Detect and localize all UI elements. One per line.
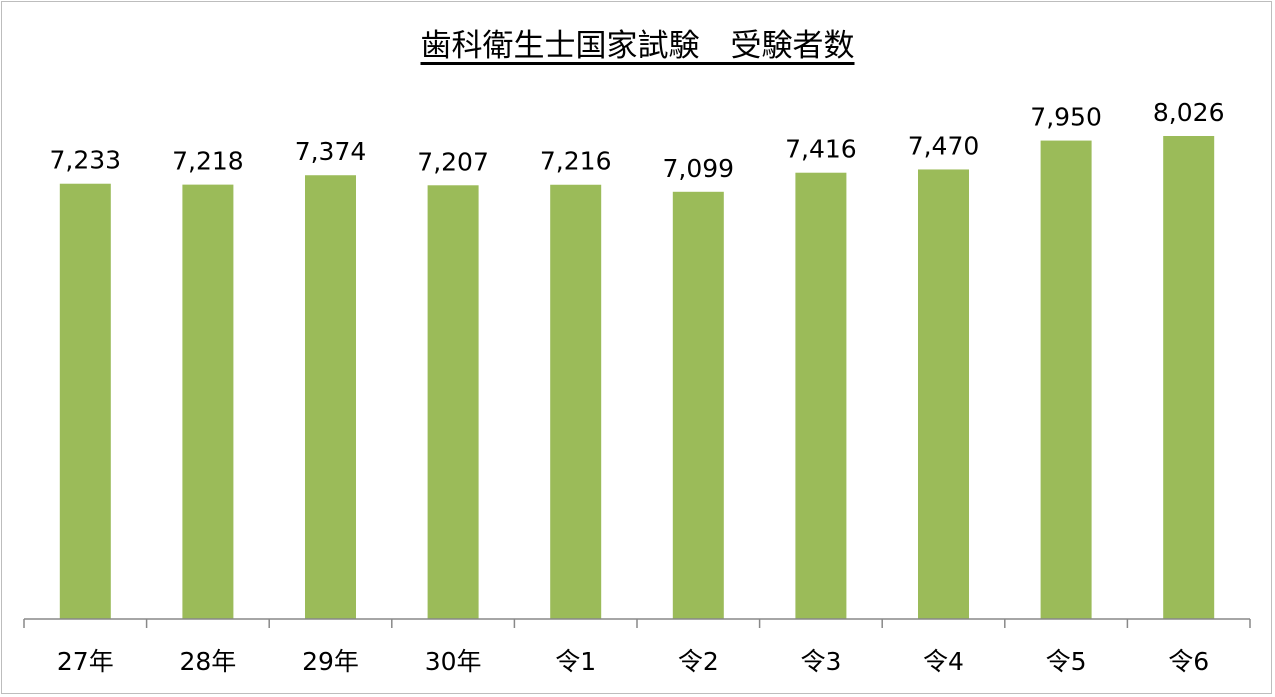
x-tick-label: 令4 bbox=[923, 647, 964, 676]
x-tick-label: 30年 bbox=[425, 647, 482, 676]
data-label: 7,233 bbox=[50, 146, 122, 175]
data-label: 7,216 bbox=[540, 147, 612, 176]
x-tick-label: 令2 bbox=[678, 647, 719, 676]
data-label: 7,099 bbox=[663, 154, 735, 183]
data-label: 7,207 bbox=[417, 147, 489, 176]
x-tick-label: 令5 bbox=[1046, 647, 1087, 676]
data-label: 7,950 bbox=[1030, 103, 1102, 132]
data-label: 7,416 bbox=[785, 135, 857, 164]
bar-令6 bbox=[1163, 136, 1215, 619]
bar-30年 bbox=[427, 185, 479, 620]
bar-令4 bbox=[918, 169, 969, 619]
chart-title-text: 歯科衛生士国家試験 受験者数 bbox=[420, 28, 855, 64]
x-tick-label: 令1 bbox=[555, 647, 596, 676]
bar-令2 bbox=[672, 191, 724, 619]
x-tick-label: 27年 bbox=[57, 647, 114, 676]
bar-令3 bbox=[795, 172, 847, 619]
bar-令5 bbox=[1040, 140, 1092, 619]
bar-令1 bbox=[550, 184, 602, 619]
bar-27年 bbox=[59, 183, 111, 619]
x-tick-label: 29年 bbox=[302, 647, 359, 676]
bar-29年 bbox=[305, 175, 356, 619]
data-label: 7,374 bbox=[295, 137, 367, 166]
data-label: 7,470 bbox=[908, 131, 980, 160]
bar-28年 bbox=[182, 184, 234, 619]
x-tick-label: 令3 bbox=[800, 647, 841, 676]
data-label: 8,026 bbox=[1153, 98, 1225, 127]
x-tick-label: 28年 bbox=[179, 647, 236, 676]
data-label: 7,218 bbox=[172, 147, 244, 176]
x-tick-label: 令6 bbox=[1168, 647, 1209, 676]
chart-title: 歯科衛生士国家試験 受験者数 bbox=[0, 20, 1275, 65]
